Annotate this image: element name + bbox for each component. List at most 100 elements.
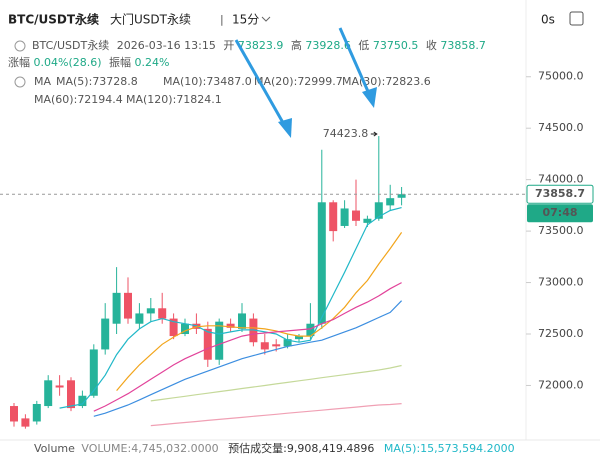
info-open: 73823.9 — [238, 39, 284, 52]
ma-line — [116, 232, 403, 391]
candle-body — [78, 395, 87, 407]
settings-icon[interactable] — [569, 11, 584, 26]
legend-entry: MA(20):72999.7 — [254, 75, 343, 88]
candle-body — [374, 202, 383, 219]
symbol[interactable]: BTC/USDT永续 — [8, 12, 99, 27]
legend-value: 73487.0 — [206, 75, 252, 88]
volume-title: Volume — [34, 442, 75, 455]
info-time: 2026-03-16 13:15 — [117, 39, 216, 52]
candle-body — [10, 406, 18, 422]
info-symbol: BTC/USDT永续 — [32, 38, 109, 52]
legend-value: 72999.7 — [297, 75, 343, 88]
candle-body — [352, 210, 360, 221]
candle-body — [89, 349, 98, 396]
volume-estimate: 预估成交量:9,908,419.4896 — [228, 441, 374, 455]
change-label: 涨幅 — [8, 56, 30, 69]
arrow — [338, 27, 372, 97]
candle-body — [21, 418, 30, 427]
legend-value: 72194.4 — [77, 93, 123, 106]
candle-body — [295, 336, 303, 340]
info-close: 73858.7 — [440, 39, 486, 52]
y-tick-label: 72000.0 — [538, 378, 584, 391]
amp-label: 振幅 — [109, 55, 131, 69]
candle-body — [215, 321, 224, 360]
collapse-icon[interactable] — [14, 40, 26, 52]
info-open-label: 开 — [223, 39, 234, 52]
candle-body — [158, 308, 167, 319]
info-line-2: 涨幅 0.04%(28.6) 振幅 0.24% — [8, 55, 169, 69]
candle-body — [146, 308, 155, 314]
candle-body — [32, 403, 41, 422]
candle-body — [272, 344, 281, 347]
y-tick-label: 74500.0 — [538, 121, 584, 134]
interval[interactable]: 15分 — [232, 13, 259, 27]
y-tick-label: 72500.0 — [538, 327, 584, 340]
legend-entry: MA(120):71824.1 — [126, 93, 222, 106]
candle-body — [135, 313, 144, 324]
candle-body — [340, 208, 349, 226]
info-high: 73928.6 — [305, 39, 351, 52]
ma-line — [150, 403, 402, 427]
volume-ma5: MA(5):15,573,594.2000 — [384, 442, 515, 455]
info-low: 73750.5 — [373, 39, 419, 52]
candle-body — [44, 380, 53, 407]
candle-body — [226, 323, 235, 328]
dropdown-icon[interactable] — [261, 16, 271, 22]
legend: MA(5):73728.8 MA(10):73487.0 MA(20):72999.… — [34, 75, 431, 106]
legend-name: MA(10): — [163, 75, 206, 88]
legend-value: 72823.6 — [385, 75, 431, 88]
legend-value: 71824.1 — [176, 93, 222, 106]
candle-body — [329, 202, 338, 232]
separator: | — [220, 13, 224, 26]
ma-line — [93, 300, 403, 417]
volume-line: Volume VOLUME:4,745,032.0000 预估成交量:9,908… — [34, 441, 515, 455]
price-tag-box — [526, 184, 594, 204]
candle-body — [317, 202, 326, 324]
arrow-head — [278, 118, 292, 138]
legend-entry: MA(30):72823.6 — [342, 75, 431, 88]
amp: 0.24% — [135, 56, 170, 69]
legend-value: 73728.8 — [92, 75, 138, 88]
high-annotation: 74423.8 — [323, 127, 369, 140]
plot: 72000.0 72500.0 73000.0 73500.0 74000.0 74500… — [0, 70, 594, 429]
candle-body — [169, 318, 178, 337]
info-close-label: 收 — [426, 38, 437, 52]
legend-entry: MA(10):73487.0 — [163, 75, 252, 88]
exchange[interactable]: 大门USDT永续 — [110, 12, 191, 27]
ma-line — [93, 282, 402, 412]
legend-name: MA(120): — [126, 93, 176, 106]
candle-body — [363, 218, 372, 223]
y-tick-label: 73000.0 — [538, 276, 584, 289]
info-line: BTC/USDT永续 2026-03-16 13:15 开 73823.9 高 … — [32, 38, 486, 52]
ma-line — [150, 364, 402, 402]
candle-body — [112, 292, 121, 324]
countdown: 07:48 — [542, 206, 577, 219]
candle-body — [203, 328, 212, 360]
annotation-arrow — [370, 131, 378, 137]
legend-name: MA(20): — [254, 75, 297, 88]
legend-entry: MA(5):73728.8 — [56, 75, 138, 88]
y-tick-label: 75000.0 — [538, 70, 584, 83]
arrow-head — [362, 87, 377, 108]
legend-entry: MA(60):72194.4 — [34, 93, 123, 106]
arrow — [234, 39, 288, 129]
legend-name: MA(5): — [56, 75, 92, 88]
candle-body — [181, 323, 189, 335]
y-tick-label: 73500.0 — [538, 224, 584, 237]
candle-body — [101, 318, 110, 350]
candle-body — [260, 342, 269, 350]
collapse-icon[interactable] — [14, 76, 26, 88]
countdown-box — [527, 204, 593, 223]
ma-label: MA — [34, 75, 51, 88]
candle-body — [306, 323, 315, 337]
candle-body — [55, 385, 64, 388]
price-tag: 73858.7 — [535, 187, 585, 200]
volume-value: VOLUME:4,745,032.0000 — [81, 442, 218, 455]
ma-line — [59, 207, 402, 409]
info-high-label: 高 — [291, 38, 302, 52]
legend-name: MA(60): — [34, 93, 77, 106]
candle-body — [67, 380, 75, 409]
info-low-label: 低 — [358, 39, 369, 52]
